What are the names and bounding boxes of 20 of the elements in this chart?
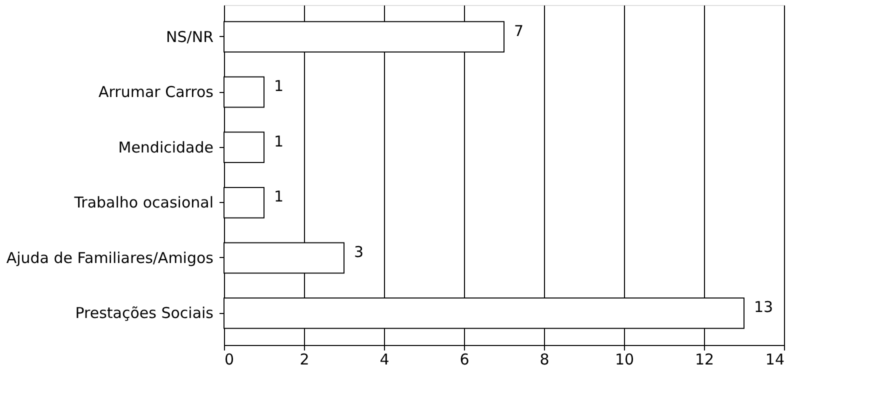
y-tick-label: Mendicidade [118,138,214,156]
data-label: 1 [274,77,284,96]
data-label: 1 [274,188,284,206]
x-tick-label: 12 [694,350,714,368]
x-tick-label: 4 [380,350,390,368]
y-tick-label: Prestações Sociais [75,304,214,322]
x-tick-label: 2 [300,350,310,368]
data-label: 7 [514,22,524,40]
x-tick-label: 14 [765,350,784,368]
x-tick-label: 0 [224,350,234,368]
y-tick-label: Ajuda de Familiares/Amigos [6,248,214,267]
x-tick-label: 8 [540,350,550,368]
data-label: 13 [754,298,774,316]
x-tick-label: 6 [460,350,470,368]
y-tick-label: Arrumar Carros [98,83,214,102]
y-tick-label: NS/NR [166,28,214,46]
x-tick-label: 10 [614,350,634,368]
data-label: 1 [274,132,284,150]
y-tick-label: Trabalho ocasional [73,194,214,212]
data-label: 3 [354,242,364,261]
